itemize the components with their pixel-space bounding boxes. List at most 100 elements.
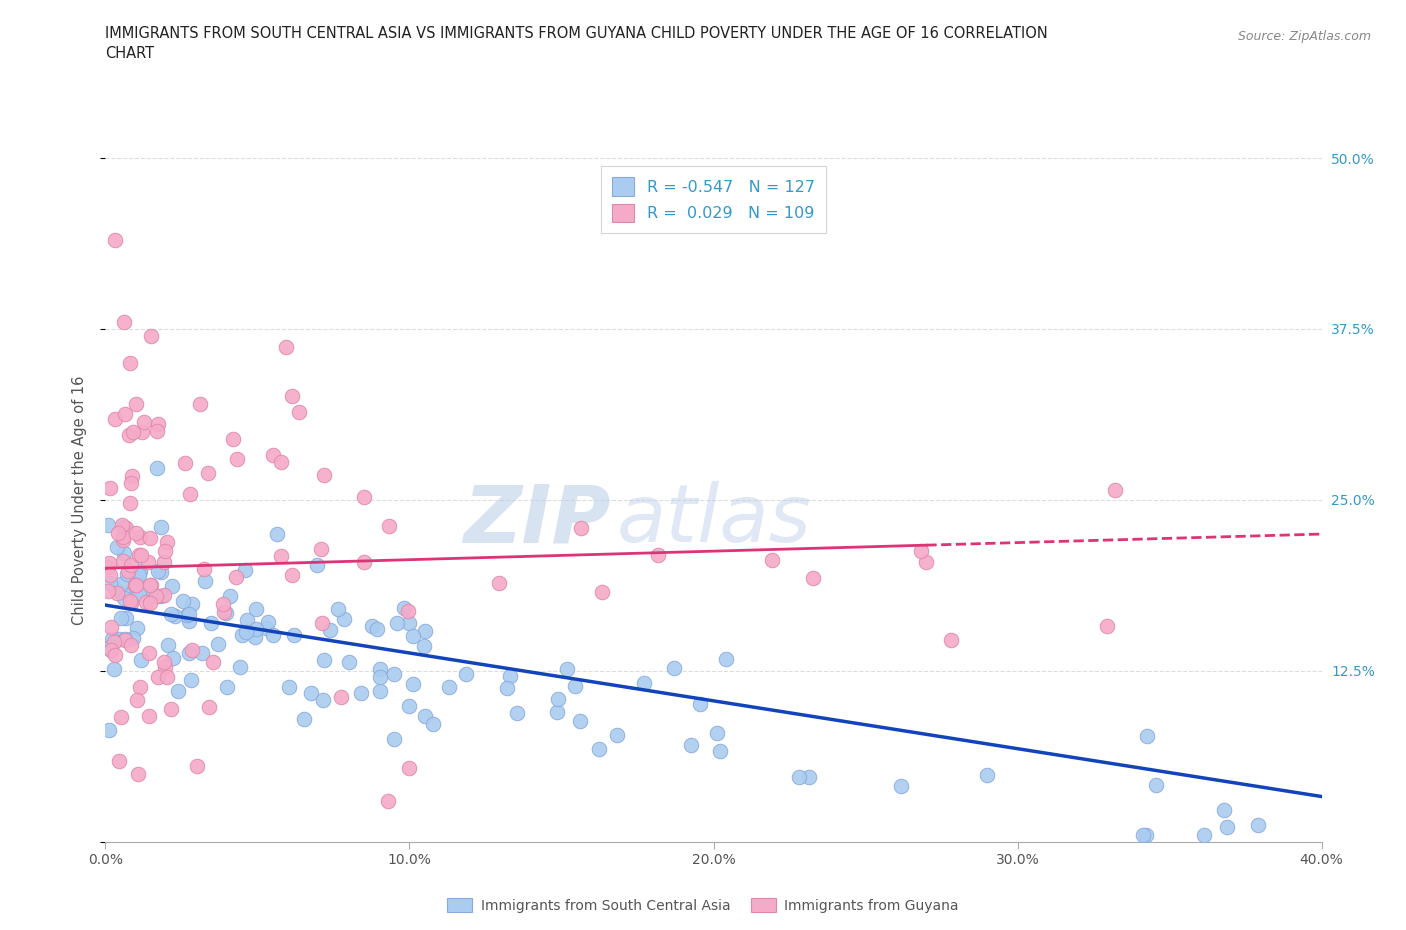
Point (976, 768, 998, 783)
Point (314, 653, 336, 668)
Point (111, 585, 134, 600)
Point (588, 742, 610, 757)
Point (366, 621, 388, 636)
Point (207, 636, 229, 651)
Point (270, 455, 292, 470)
Point (98, 640, 121, 655)
Point (299, 685, 322, 700)
Point (174, 456, 197, 471)
Point (350, 685, 373, 700)
Point (314, 468, 336, 483)
Point (127, 582, 149, 597)
Point (312, 693, 335, 708)
Point (98, 556, 121, 571)
Point (368, 684, 391, 698)
Point (329, 689, 352, 704)
Point (115, 566, 138, 581)
Point (402, 629, 425, 644)
Point (145, 588, 167, 603)
Point (145, 424, 167, 439)
Point (155, 670, 177, 684)
Point (139, 595, 162, 610)
Point (150, 589, 173, 604)
Point (124, 525, 146, 540)
Point (319, 622, 342, 637)
Point (402, 676, 425, 691)
Point (139, 531, 162, 546)
Point (547, 692, 569, 707)
Point (128, 548, 150, 563)
Point (112, 546, 135, 561)
Point (1095, 618, 1118, 633)
Point (761, 552, 783, 567)
Legend: Immigrants from South Central Asia, Immigrants from Guyana: Immigrants from South Central Asia, Immi… (441, 893, 965, 919)
Point (254, 621, 277, 636)
Point (153, 588, 176, 603)
Point (378, 518, 401, 533)
Point (277, 680, 299, 695)
Point (212, 604, 235, 619)
Point (398, 761, 420, 776)
Point (233, 563, 256, 578)
Point (112, 519, 135, 534)
Point (103, 661, 125, 676)
Point (108, 631, 131, 646)
Point (496, 681, 519, 696)
Point (564, 679, 586, 694)
Point (114, 611, 136, 626)
Point (180, 643, 202, 658)
Point (148, 564, 170, 578)
Point (245, 621, 267, 636)
Point (125, 621, 148, 636)
Point (105, 585, 128, 600)
Point (1216, 819, 1239, 834)
Point (120, 476, 142, 491)
Point (193, 561, 215, 576)
Point (120, 558, 142, 573)
Point (98, 481, 121, 496)
Point (274, 339, 297, 354)
Point (787, 769, 810, 784)
Point (127, 766, 149, 781)
Point (129, 680, 152, 695)
Point (1136, 729, 1159, 744)
Point (190, 396, 212, 411)
Point (162, 650, 184, 665)
Point (1135, 828, 1157, 843)
Point (1212, 803, 1234, 817)
Point (311, 615, 333, 630)
Point (100, 643, 122, 658)
Point (127, 692, 149, 707)
Point (156, 637, 179, 652)
Point (153, 554, 176, 569)
Point (146, 588, 169, 603)
Point (163, 608, 186, 623)
Point (1144, 777, 1167, 792)
Text: IMMIGRANTS FROM SOUTH CENTRAL ASIA VS IMMIGRANTS FROM GUYANA CHILD POVERTY UNDER: IMMIGRANTS FROM SOUTH CENTRAL ASIA VS IM… (105, 26, 1049, 41)
Point (212, 596, 235, 611)
Point (396, 604, 419, 618)
Point (681, 737, 703, 752)
Point (235, 612, 257, 627)
Point (153, 655, 176, 670)
Point (392, 601, 415, 616)
Point (398, 698, 420, 713)
Point (107, 525, 129, 540)
Point (177, 606, 200, 621)
Point (131, 652, 153, 667)
Point (709, 743, 731, 758)
Point (353, 554, 375, 569)
Point (1194, 828, 1216, 843)
Point (200, 616, 222, 631)
Text: atlas: atlas (616, 482, 811, 559)
Point (941, 633, 963, 648)
Point (128, 564, 150, 578)
Point (149, 565, 172, 579)
Point (546, 705, 568, 720)
Point (98, 576, 121, 591)
Point (138, 709, 160, 724)
Point (201, 655, 224, 670)
Point (257, 615, 280, 630)
Point (136, 582, 159, 597)
Point (506, 705, 529, 720)
